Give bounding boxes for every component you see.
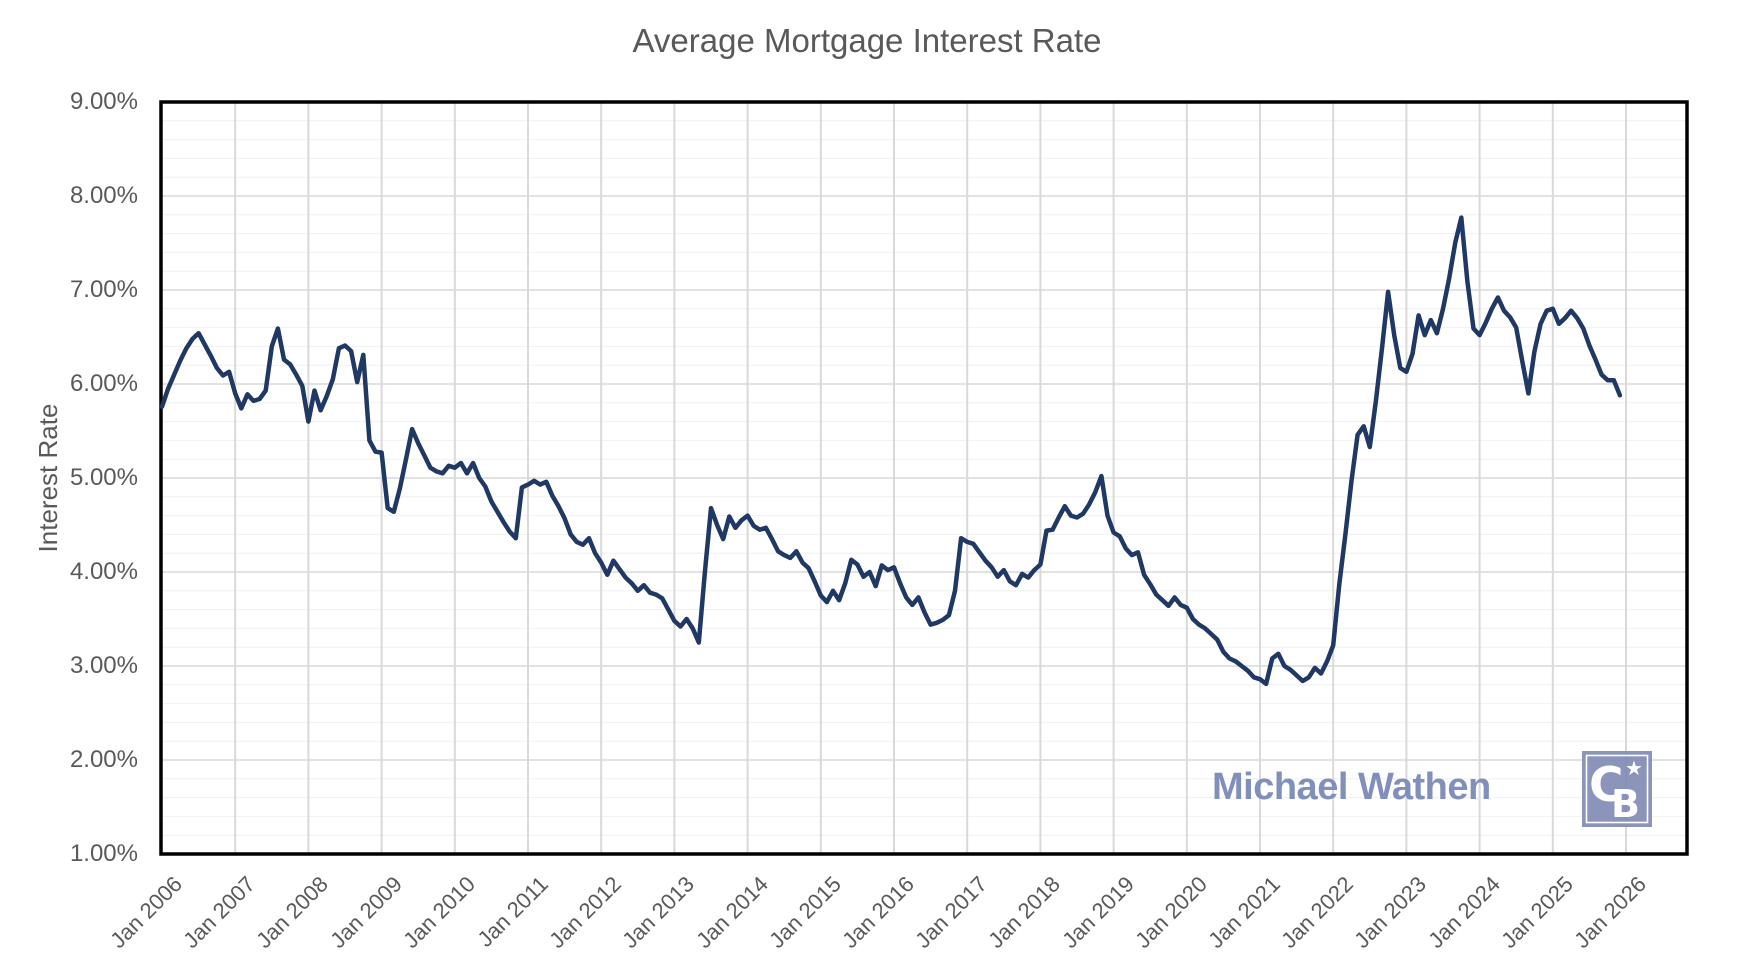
star-icon: ★: [1625, 756, 1643, 780]
watermark-text: Michael Wathen: [1212, 766, 1491, 808]
logo-background: [1582, 751, 1652, 827]
interest-rate-line: [159, 215, 1623, 687]
y-tick-label: 7.00%: [69, 276, 138, 303]
y-tick-label: 9.00%: [69, 88, 138, 115]
y-tick-label: 6.00%: [69, 370, 138, 397]
y-tick-label: 5.00%: [69, 464, 138, 491]
coldwell-banker-logo: C B ★: [1582, 751, 1652, 827]
y-tick-label: 1.00%: [69, 840, 138, 867]
y-tick-label: 8.00%: [69, 182, 138, 209]
y-tick-label: 4.00%: [69, 558, 138, 585]
logo-letter-b: B: [1611, 782, 1640, 826]
chart-title: Average Mortgage Interest Rate: [632, 22, 1102, 59]
y-tick-label: 3.00%: [69, 652, 138, 679]
y-tick-label: 2.00%: [69, 746, 138, 773]
logo-letter-c: C: [1589, 758, 1624, 813]
logo-inner-border: [1585, 754, 1649, 824]
plot-border: [159, 100, 1689, 856]
